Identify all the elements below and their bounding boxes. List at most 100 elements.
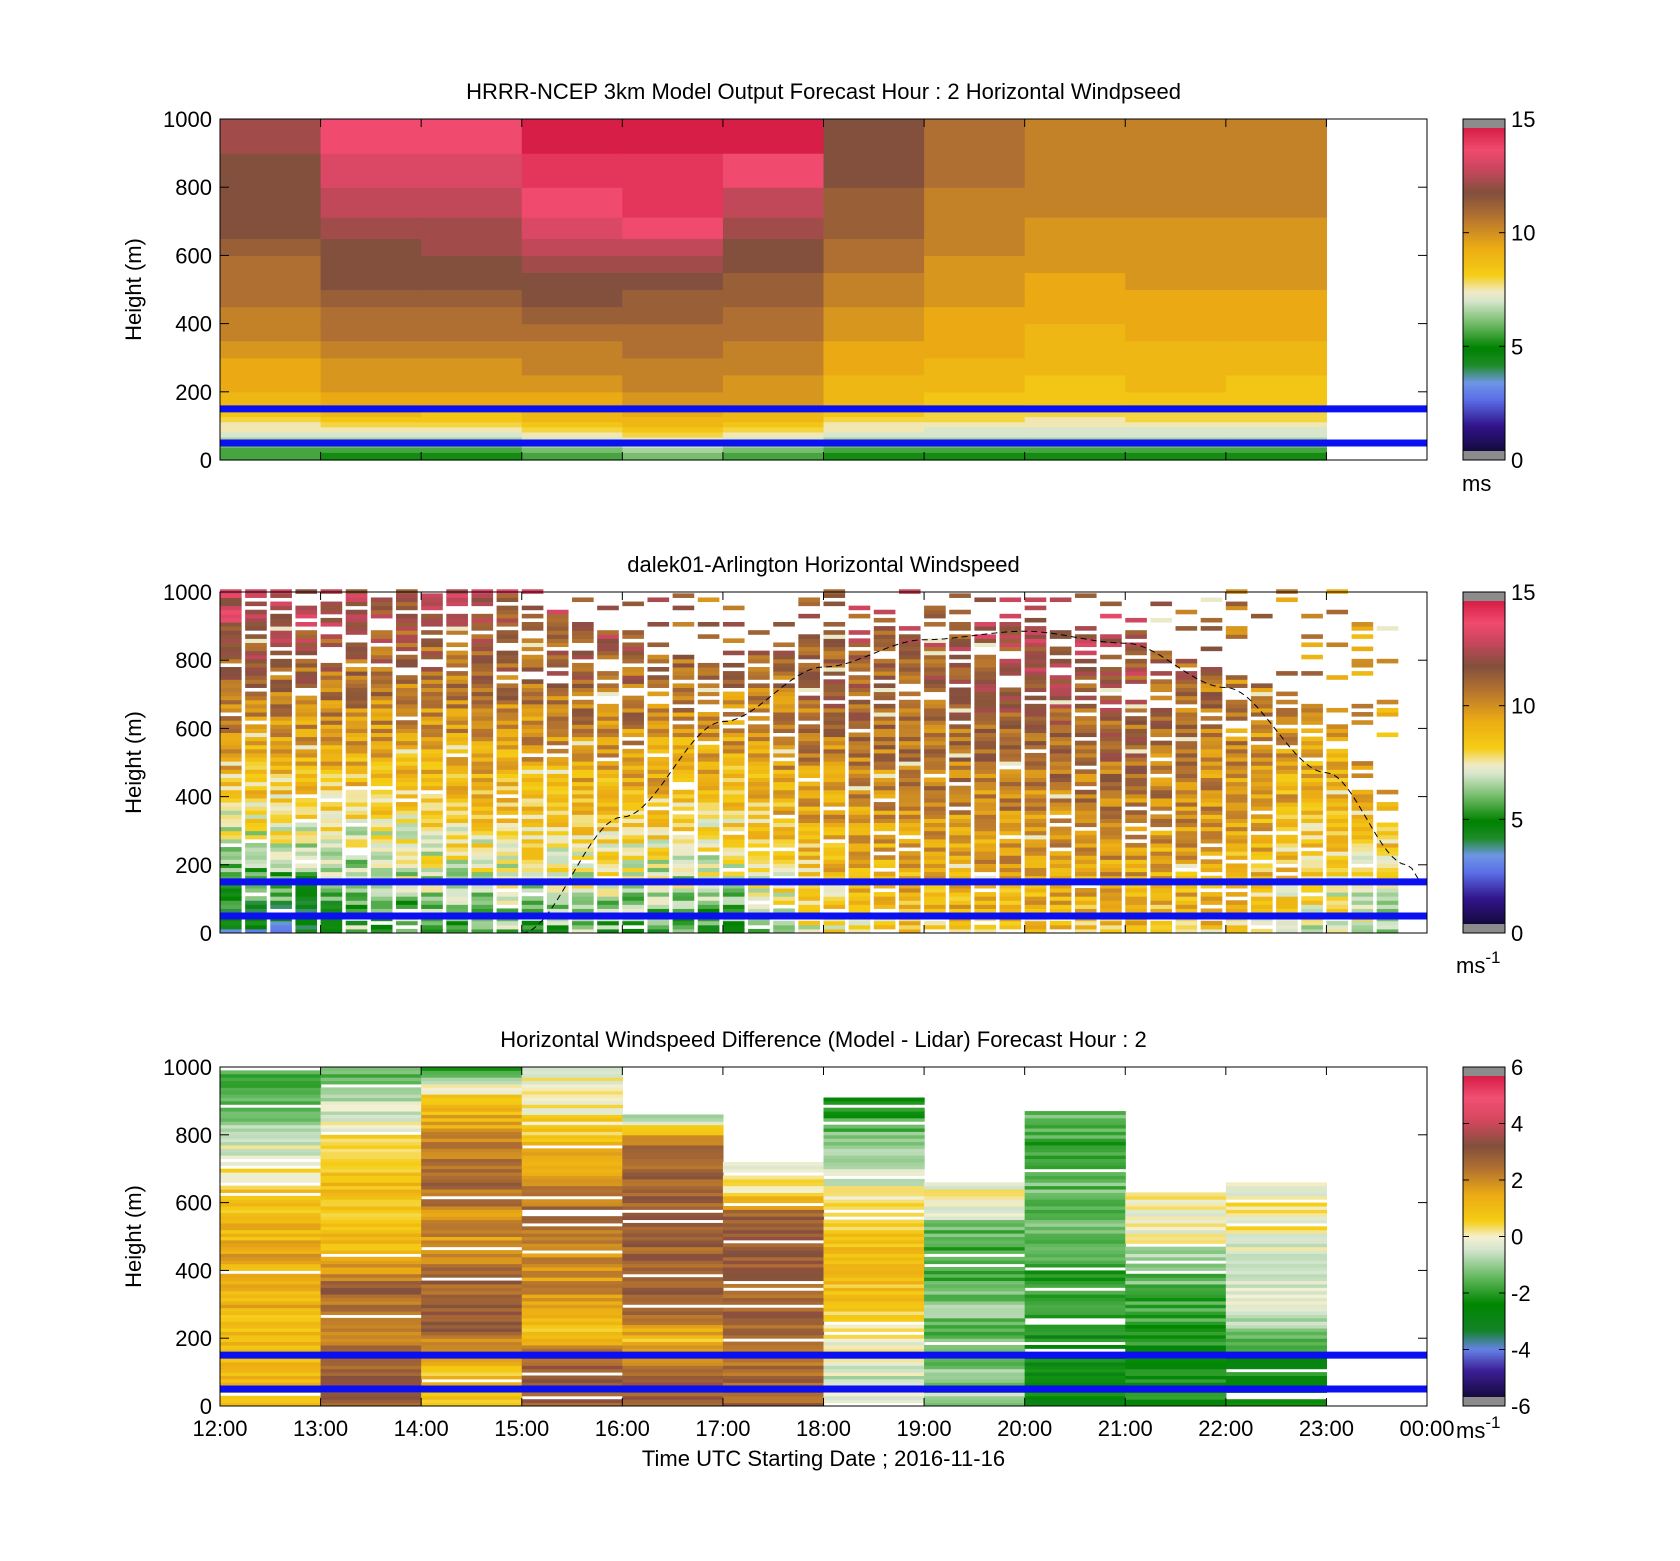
colorbar-swatch xyxy=(1463,689,1505,693)
lidar-cell xyxy=(672,859,695,864)
colorbar-swatch xyxy=(1463,176,1505,180)
lidar-cell xyxy=(345,695,368,701)
lidar-cell xyxy=(1074,720,1097,725)
lidar-cell xyxy=(697,622,720,627)
difference-cell xyxy=(622,1263,724,1268)
lidar-cell xyxy=(647,691,670,697)
difference-cell xyxy=(421,1368,523,1373)
difference-cell xyxy=(421,1226,523,1231)
lidar-cell xyxy=(446,769,468,774)
lidar-cell xyxy=(798,765,820,770)
lidar-cell xyxy=(320,851,343,856)
lidar-cell xyxy=(295,748,318,754)
lidar-cell xyxy=(345,838,368,844)
lidar-cell xyxy=(974,883,997,889)
lidar-cell xyxy=(370,605,393,611)
lidar-cell xyxy=(421,892,443,897)
lidar-cell xyxy=(697,785,720,791)
lidar-cell xyxy=(1276,887,1298,893)
difference-cell xyxy=(622,1260,724,1265)
colorbar-swatch xyxy=(1463,438,1505,442)
lidar-cell xyxy=(949,920,971,926)
lidar-cell xyxy=(345,826,368,832)
difference-cell xyxy=(220,1189,322,1193)
lidar-cell xyxy=(873,920,896,926)
difference-cell xyxy=(220,1358,322,1363)
colorbar-swatch xyxy=(1463,368,1505,371)
lidar-cell xyxy=(345,896,368,901)
lidar-cell xyxy=(1376,842,1399,848)
difference-cell xyxy=(421,1256,523,1261)
lidar-cell xyxy=(898,728,921,733)
difference-cell xyxy=(722,1175,825,1180)
lidar-cell xyxy=(471,724,494,729)
difference-cell xyxy=(320,1195,422,1200)
difference-cell xyxy=(521,1131,623,1136)
lidar-cell xyxy=(722,842,745,848)
lidar-cell xyxy=(999,900,1022,905)
lidar-cell xyxy=(220,683,242,688)
difference-cell xyxy=(622,1324,724,1329)
difference-cell xyxy=(521,1134,623,1139)
colorbar-swatch xyxy=(1463,817,1505,820)
lidar-cell xyxy=(370,896,393,901)
difference-cell xyxy=(1225,1195,1328,1200)
lidar-cell xyxy=(370,900,393,905)
lidar-cell xyxy=(1200,761,1223,766)
lidar-cell xyxy=(546,810,569,815)
lidar-cell xyxy=(1276,761,1298,766)
lidar-cell xyxy=(1376,924,1399,930)
lidar-cell xyxy=(320,662,343,668)
lidar-cell xyxy=(924,924,946,930)
colorbar-swatch xyxy=(1463,390,1505,394)
difference-cell xyxy=(823,1138,925,1143)
difference-cell xyxy=(320,1124,422,1129)
lidar-cell xyxy=(647,724,670,729)
lidar-cell xyxy=(496,716,519,721)
lidar-cell xyxy=(1175,740,1198,746)
lidar-cell xyxy=(245,777,267,783)
lidar-cell xyxy=(1074,757,1097,762)
lidar-cell xyxy=(748,908,770,914)
lidar-cell xyxy=(773,769,795,774)
lidar-cell xyxy=(999,814,1022,819)
lidar-cell xyxy=(1175,875,1198,881)
lidar-cell xyxy=(672,675,695,680)
lidar-cell xyxy=(396,842,418,848)
difference-cell xyxy=(320,1243,422,1248)
lidar-cell xyxy=(1150,847,1173,852)
lidar-cell xyxy=(320,867,343,873)
lidar-cell xyxy=(1301,720,1323,725)
lidar-cell xyxy=(1100,728,1122,733)
x-tick-label: 23:00 xyxy=(1299,1416,1354,1441)
lidar-cell xyxy=(672,887,695,893)
lidar-cell xyxy=(949,699,971,705)
lidar-cell xyxy=(1326,761,1349,766)
difference-cell xyxy=(722,1300,825,1305)
lidar-cell xyxy=(572,785,594,791)
lidar-cell xyxy=(1074,687,1097,693)
lidar-cell xyxy=(1074,867,1097,873)
lidar-cell xyxy=(1125,736,1147,742)
lidar-cell xyxy=(823,830,846,836)
lidar-cell xyxy=(295,609,318,615)
lidar-cell xyxy=(245,826,267,832)
model-cell xyxy=(823,447,925,453)
lidar-cell xyxy=(1376,830,1399,836)
lidar-cell xyxy=(521,863,544,869)
lidar-cell xyxy=(999,707,1022,713)
lidar-cell xyxy=(697,597,720,603)
lidar-cell xyxy=(396,613,418,619)
lidar-cell xyxy=(1125,703,1147,709)
lidar-cell xyxy=(1250,765,1273,770)
lidar-cell xyxy=(521,683,544,688)
lidar-cell xyxy=(496,667,519,672)
lidar-cell xyxy=(220,851,242,856)
lidar-cell xyxy=(748,707,770,713)
colorbar-swatch xyxy=(1463,287,1505,291)
difference-cell xyxy=(220,1267,322,1271)
colorbar-swatch xyxy=(1463,192,1505,196)
lidar-cell xyxy=(1125,875,1147,881)
lidar-cell xyxy=(1250,703,1273,709)
lidar-cell xyxy=(220,875,242,881)
